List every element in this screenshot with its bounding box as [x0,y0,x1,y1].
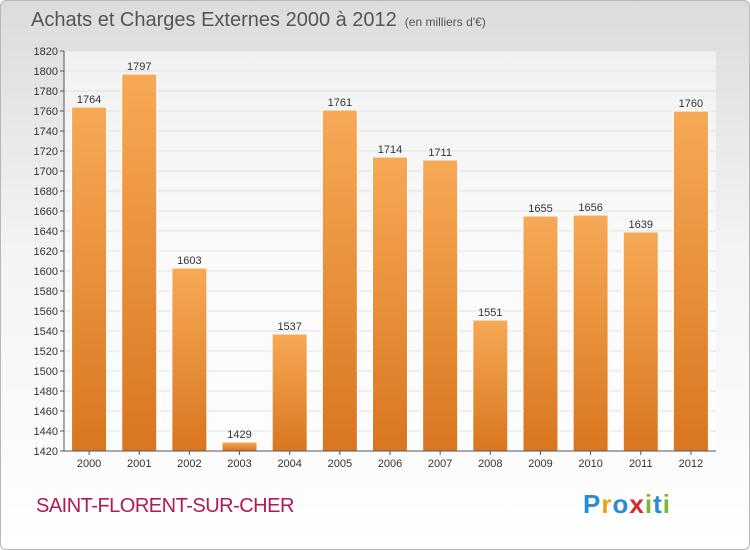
x-tick-label: 2004 [277,458,301,470]
y-tick-label: 1500 [34,366,58,378]
bar-value-label: 1603 [177,255,201,267]
x-axis: 2000 2001 2002 2003 2004 2005 2006 2007 2008 2009… [64,450,716,470]
y-tick-label: 1420 [34,446,58,458]
x-tick-label: 2012 [679,458,703,470]
bar [472,319,509,452]
bars-group: 1764 1797 1603 1429 1537 1761 1714 1711 1551 1655… [71,61,709,452]
bar-value-label: 1764 [77,94,101,106]
x-tick-label: 2009 [528,458,552,470]
bar-value-label: 1797 [127,61,151,73]
logo-letter: i [662,489,671,519]
chart-title-text: Achats et Charges Externes 2000 à 2012 [31,9,397,31]
x-tick-label: 2011 [629,458,653,470]
y-tick-label: 1440 [34,426,58,438]
bar [171,267,208,452]
bar-value-label: 1537 [277,321,301,333]
bar [321,109,358,452]
bar-value-label: 1761 [328,97,352,109]
x-tick-label: 2001 [127,458,151,470]
y-tick-label: 1800 [34,66,58,78]
bar-value-label: 1551 [478,307,502,319]
y-tick-label: 1660 [34,206,58,218]
bar [622,231,659,452]
bar-value-label: 1711 [428,147,452,159]
bar [372,156,408,452]
y-tick-label: 1520 [34,346,58,358]
x-tick-label: 2005 [328,458,352,470]
y-axis: 1420 1440 1460 1480 1500 1520 1540 1560 1580 1600… [34,46,65,458]
y-tick-label: 1700 [34,166,58,178]
logo-letter: t [653,489,663,519]
bar-value-label: 1639 [629,219,653,231]
bar [572,214,609,452]
bar [522,215,559,452]
x-tick-label: 2002 [177,458,201,470]
logo-letter: r [601,489,613,519]
bar [672,110,709,452]
chart-title: Achats et Charges Externes 2000 à 2012 (e… [31,9,486,32]
proxiti-logo: Proxiti [583,489,671,520]
y-tick-label: 1680 [34,186,58,198]
logo-letter: P [583,489,602,519]
bar-value-label: 1760 [679,98,703,110]
y-tick-label: 1540 [34,326,58,338]
y-tick-label: 1760 [34,106,58,118]
y-tick-label: 1560 [34,306,58,318]
town-name: SAINT-FLORENT-SUR-CHER [36,495,294,517]
x-tick-label: 2007 [428,458,452,470]
bar-value-label: 1656 [578,202,602,214]
y-tick-label: 1460 [34,406,58,418]
logo-letter: i [644,489,654,519]
bar [422,159,459,452]
logo-letter: x [629,489,645,519]
x-tick-label: 2000 [77,458,101,470]
y-tick-label: 1620 [34,246,58,258]
y-tick-label: 1640 [34,226,58,238]
y-tick-label: 1740 [34,126,58,138]
y-tick-label: 1600 [34,266,58,278]
bar-value-label: 1429 [227,429,251,441]
y-tick-label: 1580 [34,286,58,298]
bar-value-label: 1655 [528,203,552,215]
y-tick-label: 1820 [34,46,58,58]
bar [71,106,108,452]
x-tick-label: 2006 [378,458,402,470]
x-tick-label: 2003 [227,458,251,470]
bar-value-label: 1714 [378,144,402,156]
bar [271,333,308,452]
bar [121,73,158,452]
chart-unit: (en milliers d'€) [404,15,486,29]
bar [221,441,258,452]
y-tick-label: 1720 [34,146,58,158]
y-tick-label: 1480 [34,386,58,398]
y-tick-label: 1780 [34,86,58,98]
x-tick-label: 2010 [578,458,602,470]
logo-letter: o [612,489,630,519]
x-tick-label: 2008 [478,458,502,470]
